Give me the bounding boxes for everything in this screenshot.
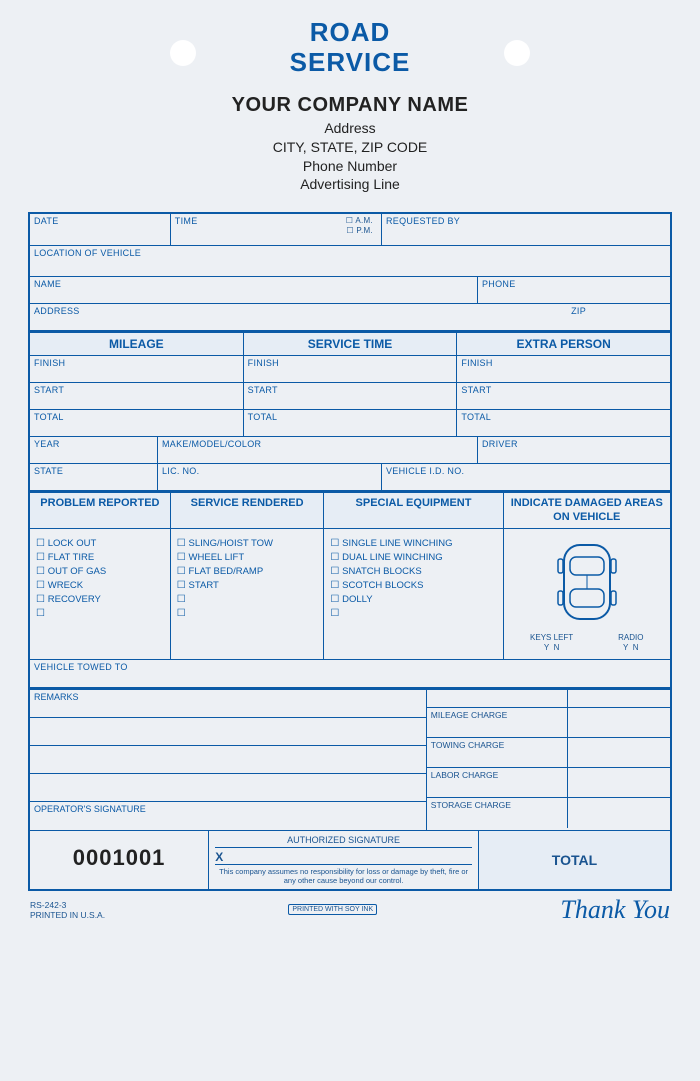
remarks-label: REMARKS [34, 692, 79, 702]
date-label: DATE [34, 216, 59, 226]
driver-label: DRIVER [482, 439, 518, 449]
am-checkbox[interactable]: A.M. [346, 216, 373, 225]
keys-y[interactable]: Y [544, 643, 549, 652]
chk-wreck[interactable]: WRECK [36, 580, 164, 591]
zip-label: ZIP [571, 306, 586, 320]
car-diagram-icon[interactable] [552, 537, 622, 627]
address-label: ADDRESS [34, 306, 80, 320]
radio-n[interactable]: N [633, 643, 639, 652]
labor-charge-val[interactable] [568, 768, 670, 797]
name-label: NAME [34, 279, 61, 289]
chk-lockout[interactable]: LOCK OUT [36, 538, 164, 549]
total-label: TOTAL [478, 831, 670, 889]
vin-label: VEHICLE I.D. NO. [386, 466, 464, 476]
company-name: YOUR COMPANY NAME [28, 92, 672, 119]
chk-dualwinch[interactable]: DUAL LINE WINCHING [330, 552, 496, 563]
form-container: ROAD SERVICE YOUR COMPANY NAME Address C… [0, 0, 700, 935]
storage-charge-label: STORAGE CHARGE [427, 798, 568, 828]
radio-label: RADIO [618, 633, 643, 642]
storage-charge-val[interactable] [568, 798, 670, 828]
ampm-group: A.M. P.M. [346, 216, 377, 235]
m-finish: FINISH [34, 358, 65, 368]
chk-recovery[interactable]: RECOVERY [36, 594, 164, 605]
location-label: LOCATION OF VEHICLE [34, 248, 141, 258]
footer: RS-242-3 PRINTED IN U.S.A. PRINTED WITH … [28, 891, 672, 925]
form-number: 0001001 [30, 831, 209, 889]
state-label: STATE [34, 466, 63, 476]
keys-n[interactable]: N [554, 643, 560, 652]
company-block: YOUR COMPANY NAME Address CITY, STATE, Z… [28, 92, 672, 195]
mileage-band: MILEAGE SERVICE TIME EXTRA PERSON [30, 331, 670, 356]
company-phone: Phone Number [28, 157, 672, 176]
equipment-header: SPECIAL EQUIPMENT [324, 493, 503, 527]
signature-line[interactable]: X [215, 850, 472, 865]
e-total: TOTAL [461, 412, 491, 422]
title-line1: ROAD [310, 17, 391, 47]
company-address: Address [28, 119, 672, 138]
chk-outofgas[interactable]: OUT OF GAS [36, 566, 164, 577]
damage-col: KEYS LEFTY N RADIOY N [504, 529, 670, 659]
lic-label: LIC. NO. [162, 466, 199, 476]
s-finish: FINISH [248, 358, 279, 368]
chk-problem-blank[interactable] [36, 608, 164, 619]
chk-start[interactable]: START [177, 580, 318, 591]
chk-rendered-blank2[interactable] [177, 608, 318, 619]
form-grid: DATE TIME A.M. P.M. REQUESTED BY LOCATIO… [28, 212, 672, 890]
towed-to-label: VEHICLE TOWED TO [34, 662, 128, 672]
m-start: START [34, 385, 64, 395]
m-total: TOTAL [34, 412, 64, 422]
towing-charge-label: TOWING CHARGE [427, 738, 568, 767]
auth-sig-label: AUTHORIZED SIGNATURE [215, 835, 472, 848]
damage-header: INDICATE DAMAGED AREAS ON VEHICLE [504, 493, 670, 527]
e-finish: FINISH [461, 358, 492, 368]
chk-snatch[interactable]: SNATCH BLOCKS [330, 566, 496, 577]
s-start: START [248, 385, 278, 395]
chk-sling[interactable]: SLING/HOIST TOW [177, 538, 318, 549]
remark-line[interactable] [30, 718, 426, 746]
service-header-row: PROBLEM REPORTED SERVICE RENDERED SPECIA… [30, 491, 670, 528]
labor-charge-label: LABOR CHARGE [427, 768, 568, 797]
remark-line[interactable] [30, 746, 426, 774]
company-csz: CITY, STATE, ZIP CODE [28, 138, 672, 157]
chk-singlewinch[interactable]: SINGLE LINE WINCHING [330, 538, 496, 549]
soy-ink-badge: PRINTED WITH SOY INK [288, 904, 377, 915]
chk-scotch[interactable]: SCOTCH BLOCKS [330, 580, 496, 591]
remark-line[interactable] [30, 774, 426, 802]
towing-charge-val[interactable] [568, 738, 670, 767]
disclaimer-text: This company assumes no responsibility f… [215, 867, 472, 885]
mileage-header: MILEAGE [30, 333, 244, 355]
problem-header: PROBLEM REPORTED [30, 493, 171, 527]
thank-you-text: Thank You [560, 895, 670, 925]
rendered-col: SLING/HOIST TOW WHEEL LIFT FLAT BED/RAMP… [171, 529, 325, 659]
chk-flattire[interactable]: FLAT TIRE [36, 552, 164, 563]
problem-col: LOCK OUT FLAT TIRE OUT OF GAS WRECK RECO… [30, 529, 171, 659]
equipment-col: SINGLE LINE WINCHING DUAL LINE WINCHING … [324, 529, 503, 659]
e-start: START [461, 385, 491, 395]
make-label: MAKE/MODEL/COLOR [162, 439, 261, 449]
keys-left-label: KEYS LEFT [530, 633, 573, 642]
printed-in-usa: PRINTED IN U.S.A. [30, 910, 105, 920]
service-time-header: SERVICE TIME [244, 333, 458, 355]
chk-rendered-blank1[interactable] [177, 594, 318, 605]
pm-checkbox[interactable]: P.M. [346, 226, 373, 235]
requested-by-label: REQUESTED BY [386, 216, 460, 226]
chk-equip-blank[interactable] [330, 608, 496, 619]
operator-sig-label: OPERATOR'S SIGNATURE [34, 804, 146, 814]
mileage-charge-val[interactable] [568, 708, 670, 737]
chk-wheellift[interactable]: WHEEL LIFT [177, 552, 318, 563]
s-total: TOTAL [248, 412, 278, 422]
radio-y[interactable]: Y [623, 643, 628, 652]
extra-person-header: EXTRA PERSON [457, 333, 670, 355]
title-line2: SERVICE [290, 47, 411, 77]
rendered-header: SERVICE RENDERED [171, 493, 325, 527]
form-title: ROAD SERVICE [28, 18, 672, 78]
chk-flatbed[interactable]: FLAT BED/RAMP [177, 566, 318, 577]
company-adv: Advertising Line [28, 175, 672, 194]
phone-label: PHONE [482, 279, 516, 289]
year-label: YEAR [34, 439, 60, 449]
time-label: TIME [175, 216, 198, 235]
mileage-charge-label: MILEAGE CHARGE [427, 708, 568, 737]
chk-dolly[interactable]: DOLLY [330, 594, 496, 605]
form-id: RS-242-3 [30, 900, 105, 910]
